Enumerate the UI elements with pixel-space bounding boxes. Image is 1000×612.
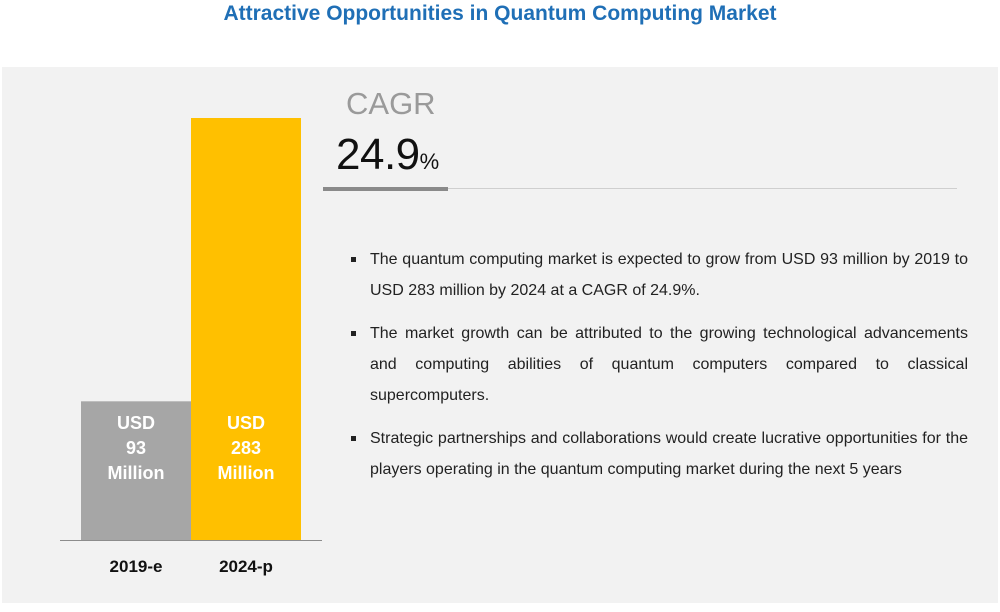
x-tick-label: 2024-p: [219, 557, 273, 576]
bullet-icon: [351, 436, 356, 441]
bar-2024-p: [191, 118, 301, 540]
cagr-number: 24.9: [336, 130, 420, 179]
x-tick-label: 2019-e: [110, 557, 163, 576]
bullet-icon: [351, 331, 356, 336]
cagr-divider: [323, 188, 957, 189]
bullet-icon: [351, 257, 356, 262]
cagr-divider-accent: [323, 187, 448, 191]
bar-value-label: 283: [231, 438, 261, 458]
bullet-text: Strategic partnerships and collaboration…: [370, 430, 968, 478]
bar-value-label: USD: [227, 413, 265, 433]
bar-value-label: Million: [218, 463, 275, 483]
list-item: The quantum computing market is expected…: [348, 244, 968, 306]
insight-list: The quantum computing market is expected…: [348, 244, 968, 497]
page-title: Attractive Opportunities in Quantum Comp…: [223, 2, 777, 25]
cagr-unit: %: [419, 149, 440, 174]
bullet-text: The quantum computing market is expected…: [370, 251, 968, 299]
bullet-text: The market growth can be attributed to t…: [370, 325, 968, 404]
cagr-label: CAGR: [346, 86, 436, 121]
bar-value-label: 93: [126, 438, 146, 458]
bar-value-label: USD: [117, 413, 155, 433]
list-item: Strategic partnerships and collaboration…: [348, 423, 968, 485]
bar-2019-e: [81, 401, 191, 540]
cagr-value: 24.9%: [336, 130, 439, 180]
bar-value-label: Million: [108, 463, 165, 483]
list-item: The market growth can be attributed to t…: [348, 318, 968, 411]
